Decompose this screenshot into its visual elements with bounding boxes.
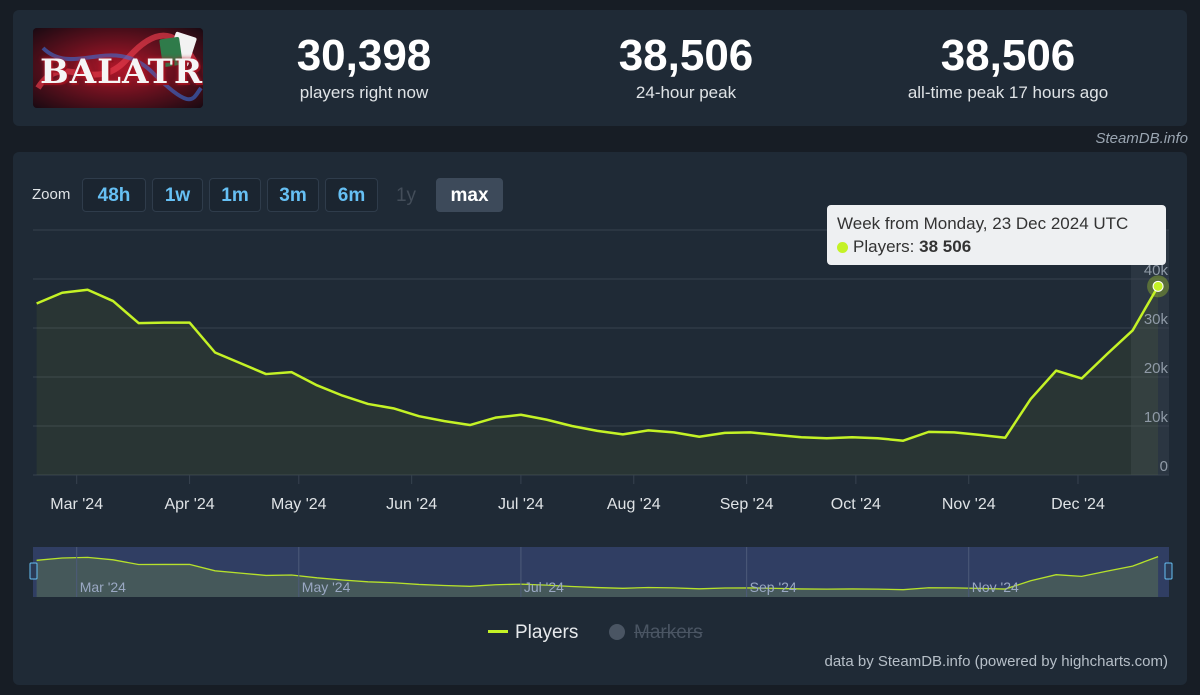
stat-label: 24-hour peak <box>635 83 737 102</box>
navigator-tick-label: Nov '24 <box>972 579 1019 595</box>
navigator-right-handle[interactable] <box>1164 562 1173 580</box>
source-link[interactable]: SteamDB.info <box>1095 130 1188 147</box>
navigator: Mar '24 May '24 Jul '24 Sep '24 Nov '24 <box>29 547 1173 597</box>
navigator-area <box>36 556 1159 597</box>
legend-label-players: Players <box>515 622 579 643</box>
tooltip-value-row: Players: 38 506 <box>837 237 1156 257</box>
x-tick-label: Jun '24 <box>386 496 437 513</box>
stat-value: 38,506 <box>940 31 1076 80</box>
tooltip-title: Week from Monday, 23 Dec 2024 UTC <box>837 214 1129 233</box>
legend-item-players[interactable]: Players <box>488 622 578 644</box>
legend-item-markers[interactable]: Markers <box>609 622 703 644</box>
stat-value: 30,398 <box>296 31 432 80</box>
stat-players-now: 30,398 players right now <box>269 30 459 104</box>
navigator-tick-label: Jul '24 <box>524 579 564 595</box>
stats-header: BALATRO 30,398 players right now 38,506 … <box>13 10 1187 126</box>
tooltip-value: 38 506 <box>919 237 972 256</box>
navigator-tick-label: Mar '24 <box>80 579 126 595</box>
series-line <box>36 275 1170 442</box>
x-tick-label: Sep '24 <box>720 496 774 513</box>
x-tick-label: Aug '24 <box>607 496 661 513</box>
zoom-48h-button[interactable]: 48h <box>82 178 146 212</box>
chart-tooltip: Week from Monday, 23 Dec 2024 UTC Player… <box>827 205 1166 265</box>
zoom-max-button[interactable]: max <box>436 178 503 212</box>
x-tick-label: May '24 <box>271 496 327 513</box>
navigator-tick-label: Sep '24 <box>750 579 797 595</box>
x-tick-label: Oct '24 <box>831 496 881 513</box>
y-tick-label: 10k <box>1144 409 1169 426</box>
zoom-3m-button[interactable]: 3m <box>267 178 319 212</box>
x-tick-label: Apr '24 <box>164 496 214 513</box>
y-tick-label: 40k <box>1144 262 1169 279</box>
x-tick-label: Nov '24 <box>942 496 996 513</box>
navigator-left-handle[interactable] <box>29 562 38 580</box>
y-axis-ticks: 0 10k 20k 30k 40k <box>1144 262 1169 475</box>
y-tick-label: 0 <box>1160 458 1168 475</box>
x-axis-ticks: Mar '24 Apr '24 May '24 Jun '24 Jul '24 Aug '… <box>50 475 1105 513</box>
series-area <box>36 286 1159 475</box>
legend-label-markers: Markers <box>634 622 703 643</box>
highcharts-credit[interactable]: data by SteamDB.info (powered by highcha… <box>824 653 1169 670</box>
stat-label: all-time peak 17 hours ago <box>907 83 1109 102</box>
legend-circle-icon <box>609 624 625 640</box>
stat-all-time-peak: 38,506 all-time peak 17 hours ago <box>883 30 1133 104</box>
stat-24h-peak: 38,506 24-hour peak <box>586 30 786 104</box>
legend-line-icon <box>488 630 508 633</box>
x-tick-label: Dec '24 <box>1051 496 1105 513</box>
tooltip-series-label: Players: <box>853 237 915 256</box>
zoom-label: Zoom <box>32 186 71 203</box>
game-logo: BALATRO <box>33 28 203 108</box>
series-dot-icon <box>837 242 848 253</box>
hover-column <box>1131 230 1169 475</box>
hovered-point[interactable] <box>1152 280 1164 292</box>
y-tick-label: 20k <box>1144 360 1169 377</box>
series-area-fill <box>36 286 1159 475</box>
x-tick-label: Jul '24 <box>498 496 544 513</box>
x-tick-label: Mar '24 <box>50 496 103 513</box>
logo-text: BALATRO <box>40 52 203 92</box>
navigator-line <box>36 556 1159 591</box>
zoom-1y-button[interactable]: 1y <box>395 185 417 206</box>
navigator-tick-label: May '24 <box>302 579 351 595</box>
y-tick-label: 30k <box>1144 311 1169 328</box>
zoom-6m-button[interactable]: 6m <box>325 178 378 212</box>
stat-label: players right now <box>299 83 429 102</box>
zoom-1m-button[interactable]: 1m <box>209 178 261 212</box>
zoom-1w-button[interactable]: 1w <box>152 178 203 212</box>
stat-value: 38,506 <box>618 31 754 80</box>
